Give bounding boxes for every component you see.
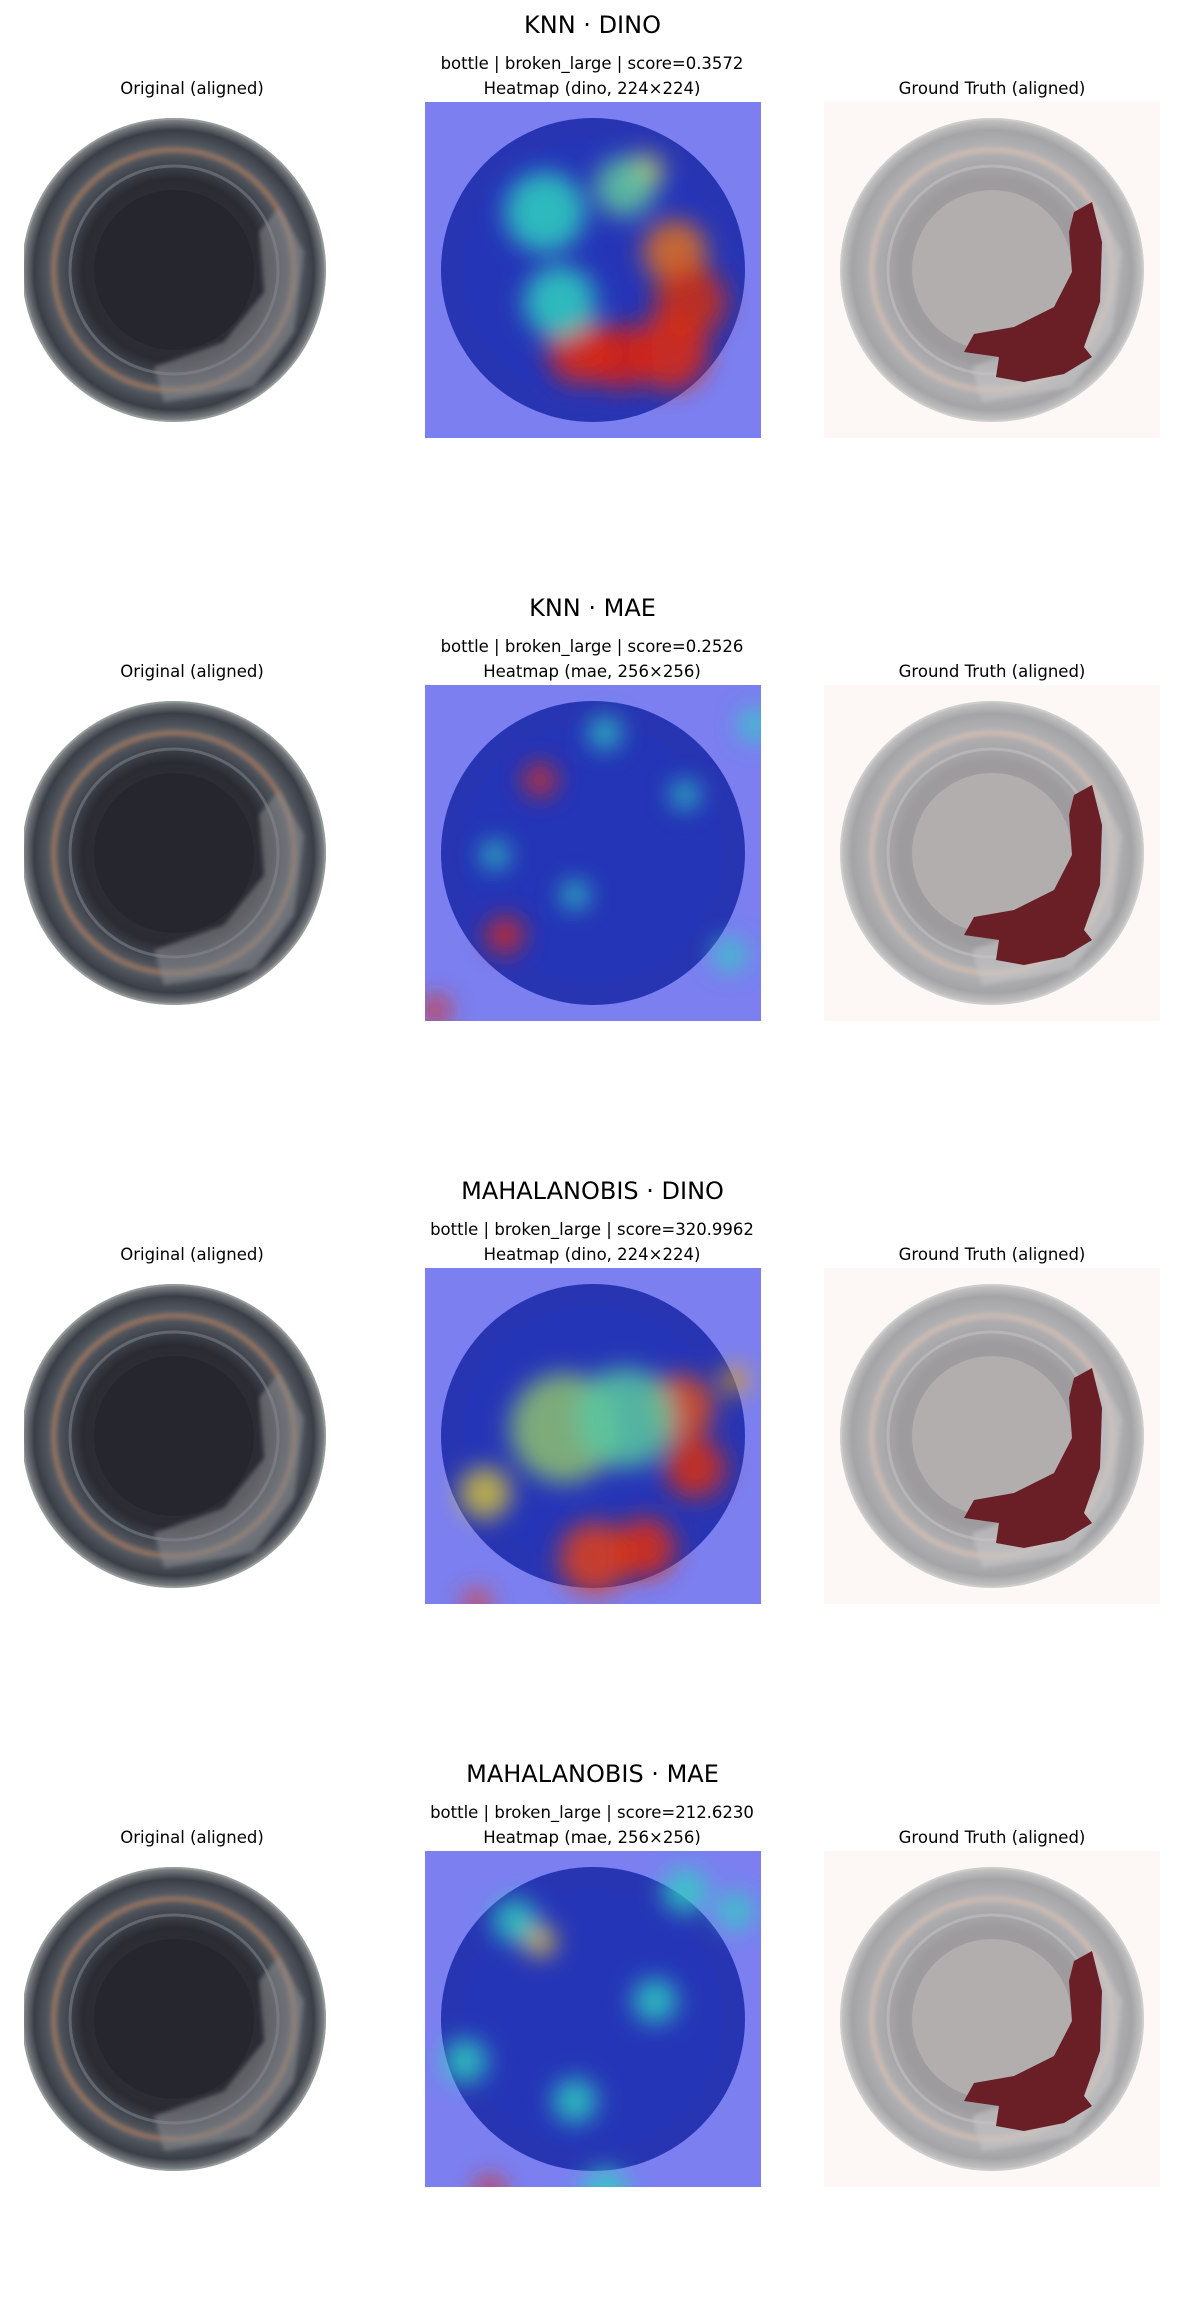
row-title: KNN · DINO	[524, 11, 661, 39]
figure-row-mahalanobis-dino: MAHALANOBIS · DINO Original (aligned) bo…	[0, 1176, 1185, 1736]
ground-truth-image	[824, 1851, 1160, 2187]
figure-row-knn-mae: KNN · MAE Original (aligned) bottle | br…	[0, 593, 1185, 1153]
ground-truth-image	[824, 1268, 1160, 1604]
figure-row-mahalanobis-mae: MAHALANOBIS · MAE Original (aligned) bot…	[0, 1759, 1185, 2319]
original-image	[24, 1268, 360, 1604]
heatmap-label: Heatmap (mae, 256×256)	[483, 1828, 701, 1847]
original-label: Original (aligned)	[120, 79, 264, 98]
heatmap-score-line: bottle | broken_large | score=0.3572	[440, 54, 744, 73]
heatmap-image	[425, 1268, 761, 1604]
heatmap-score-line: bottle | broken_large | score=320.9962	[430, 1220, 754, 1239]
heatmap-image	[425, 685, 761, 1021]
original-label: Original (aligned)	[120, 1828, 264, 1847]
row-title: KNN · MAE	[529, 594, 656, 622]
heatmap-image	[425, 1851, 761, 2187]
heatmap-label: Heatmap (mae, 256×256)	[483, 662, 701, 681]
figure-row-knn-dino: KNN · DINO Original (aligned) bottle | b…	[0, 10, 1185, 570]
original-label: Original (aligned)	[120, 662, 264, 681]
gt-label: Ground Truth (aligned)	[898, 79, 1086, 98]
gt-label: Ground Truth (aligned)	[898, 662, 1086, 681]
original-image	[24, 1851, 360, 2187]
heatmap-score-line: bottle | broken_large | score=0.2526	[440, 637, 744, 656]
gt-label: Ground Truth (aligned)	[898, 1828, 1086, 1847]
original-image	[24, 685, 360, 1021]
row-title: MAHALANOBIS · MAE	[466, 1760, 719, 1788]
original-image	[24, 102, 360, 438]
ground-truth-image	[824, 685, 1160, 1021]
heatmap-label: Heatmap (dino, 224×224)	[483, 1245, 701, 1264]
ground-truth-image	[824, 102, 1160, 438]
heatmap-label: Heatmap (dino, 224×224)	[483, 79, 701, 98]
gt-label: Ground Truth (aligned)	[898, 1245, 1086, 1264]
original-label: Original (aligned)	[120, 1245, 264, 1264]
heatmap-image	[425, 102, 761, 438]
heatmap-score-line: bottle | broken_large | score=212.6230	[430, 1803, 754, 1822]
row-title: MAHALANOBIS · DINO	[461, 1177, 724, 1205]
